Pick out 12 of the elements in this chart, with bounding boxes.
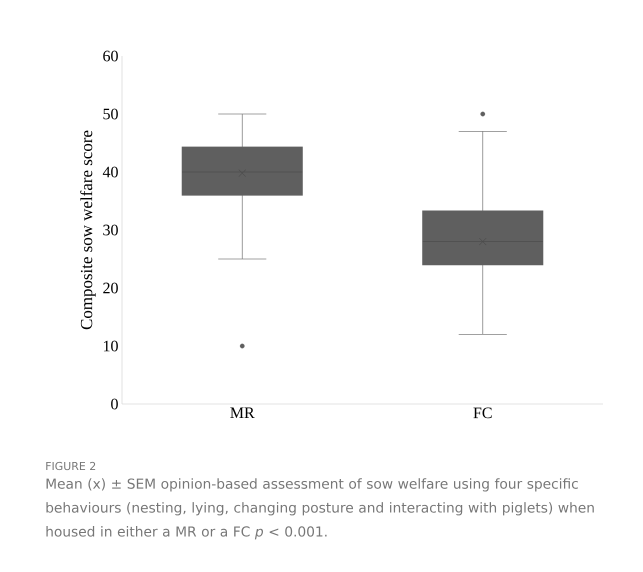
x-tick-label: MR [230,408,255,418]
text: Mean (x) ± SEM opinion-based assessment of sow welfare using four specific behaviours (nesting, lying, changing posture and interacting with piglets) when housed in either a MR or a FC p < 0.001. [46,478,594,540]
y-tick-label: 30 [103,224,118,236]
y-tick-label: 50 [103,108,118,120]
y-tick-label: 40 [102,166,118,178]
x-tick-label: FC [473,408,492,418]
y-tick-label: 10 [104,340,118,352]
y-tick-label: 60 [103,50,118,62]
y-axis-title: Composite sow welfare score [80,130,96,330]
text: FIGURE 2 [46,462,96,470]
y-tick-label: 20 [103,282,118,294]
y-tick-label: 0 [111,398,118,410]
